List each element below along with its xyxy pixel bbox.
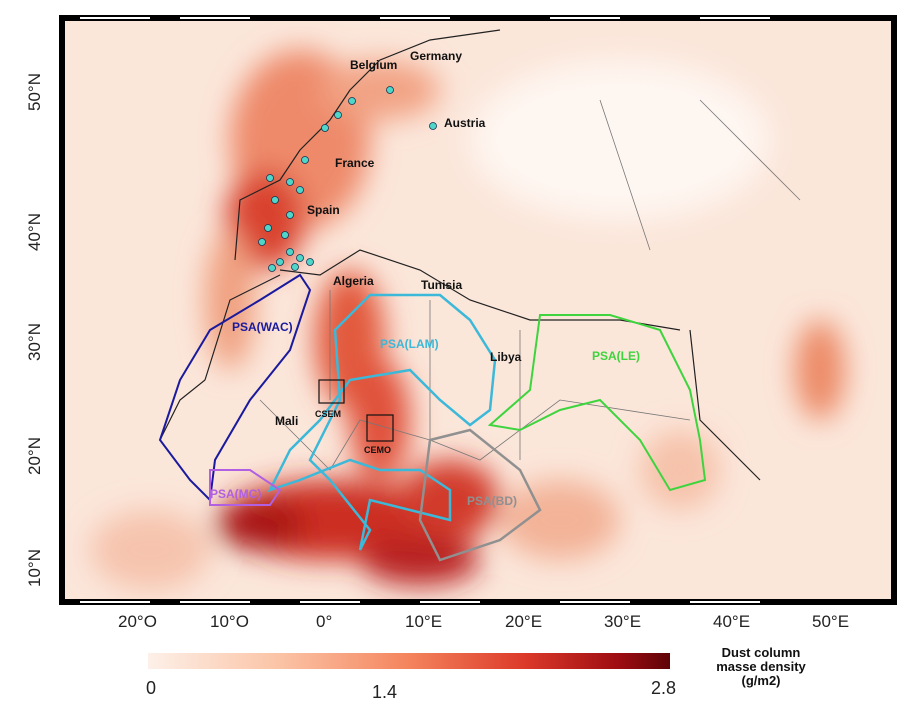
label-mali: Mali (275, 414, 299, 428)
lon-tick-20w: 20°O (118, 612, 157, 631)
lon-tick-40e: 40°E (713, 612, 751, 631)
psa-wac-boundary (158, 273, 312, 503)
colorbar-mid: 1.4 (372, 682, 398, 702)
lat-tick-50n: 50°N (24, 73, 44, 111)
label-spain: Spain (307, 203, 340, 217)
label-psa-wac: PSA(WAC) (232, 320, 293, 334)
label-psa-mc: PSA(MC) (210, 487, 262, 501)
label-psa-le: PSA(LE) (592, 349, 640, 363)
lon-tick-10w: 10°O (210, 612, 249, 631)
label-tunisia: Tunisia (421, 278, 463, 292)
lon-tick-50e: 50°E (812, 612, 850, 631)
label-france: France (335, 156, 375, 170)
lat-tick-10n: 10°N (24, 549, 44, 587)
lat-tick-40n: 40°N (24, 213, 44, 251)
label-algeria: Algeria (333, 274, 374, 288)
label-belgium: Belgium (350, 58, 398, 72)
label-cemo: CEMO (364, 445, 391, 455)
psa-bd-boundary (418, 428, 542, 562)
colorbar-title-line: Dust column (721, 645, 801, 660)
label-austria: Austria (444, 116, 486, 130)
lon-tick-20e: 20°E (505, 612, 543, 631)
colorbar (148, 653, 670, 669)
colorbar-title: Dust column masse density (g/m2) (686, 646, 836, 688)
colorbar-title-line: (g/m2) (741, 673, 781, 688)
coastline (159, 29, 761, 481)
colorbar-max: 2.8 (651, 678, 677, 698)
lon-tick-0: 0° (316, 612, 333, 631)
label-psa-bd: PSA(BD) (467, 494, 517, 508)
psa-le-boundary (487, 314, 707, 492)
lon-tick-30e: 30°E (604, 612, 642, 631)
cemo-box (366, 414, 394, 442)
lat-tick-30n: 30°N (24, 323, 44, 361)
colorbar-min: 0 (146, 678, 157, 698)
label-germany: Germany (410, 49, 463, 63)
psa-lam-boundary (267, 293, 497, 551)
station-markers (258, 86, 437, 272)
colorbar-title-line: masse density (716, 659, 806, 674)
lon-tick-10e: 10°E (405, 612, 443, 631)
label-psa-lam: PSA(LAM) (380, 337, 439, 351)
label-csem: CSEM (315, 409, 342, 419)
psa-mc-boundary (209, 469, 282, 506)
lat-tick-20n: 20°N (24, 437, 44, 475)
csem-box (318, 379, 345, 404)
label-libya: Libya (490, 350, 522, 364)
dust-heatmap (90, 50, 845, 590)
